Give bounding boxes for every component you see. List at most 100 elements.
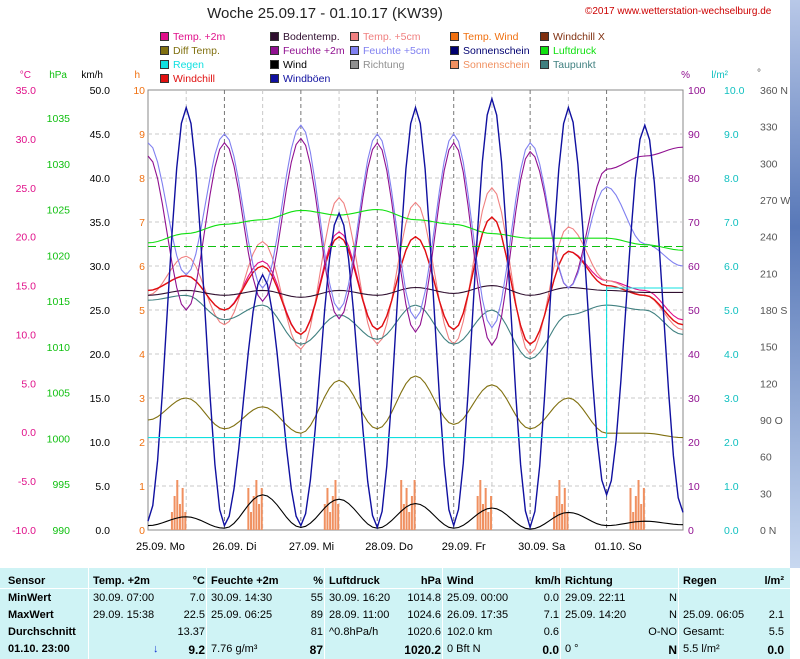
legend-item: Sonnenschein xyxy=(450,58,530,72)
column-unit: % xyxy=(313,575,323,587)
legend-swatch xyxy=(270,74,279,83)
cell-value: 89 xyxy=(310,609,323,621)
legend-swatch xyxy=(450,32,459,41)
lm2-tick: 9.0 xyxy=(724,129,739,141)
legend-label: Bodentemp. xyxy=(283,31,340,43)
legend-label: Temp. +5cm xyxy=(363,31,421,43)
column-header: Luftdruck xyxy=(329,575,380,587)
sunshine-bar xyxy=(326,488,329,530)
pct-tick: 60 xyxy=(688,261,700,273)
sunshine-bar xyxy=(555,496,558,530)
legend-label: Luftdruck xyxy=(553,45,597,57)
cell-value: 1014.8 xyxy=(407,592,441,604)
sunshine-bar xyxy=(490,496,493,530)
legend-swatch xyxy=(270,32,279,41)
sunshine-bar xyxy=(553,512,556,530)
x-tick: 01.10. So xyxy=(595,541,642,553)
lm2-tick: 3.0 xyxy=(724,393,739,405)
sunshine-bar xyxy=(410,496,413,530)
column-unit: km/h xyxy=(535,575,561,587)
h-tick: 4 xyxy=(139,349,145,361)
sunshine-bar xyxy=(170,512,173,530)
sunshine-bar xyxy=(252,496,255,530)
deg-tick: 240 xyxy=(760,232,778,244)
legend-label: Wind xyxy=(283,59,307,71)
sunshine-bar xyxy=(247,488,250,530)
legend-label: Temp. Wind xyxy=(463,31,519,43)
pct-tick: 0 xyxy=(688,525,694,537)
legend-swatch xyxy=(350,32,359,41)
x-tick: 26.09. Di xyxy=(212,541,256,553)
legend-item: Richtung xyxy=(350,58,404,72)
sunshine-bar xyxy=(402,504,405,530)
column-separator xyxy=(442,568,443,659)
hpa-tick: 1005 xyxy=(47,388,71,400)
column-separator xyxy=(560,568,561,659)
hpa-tick: 1010 xyxy=(47,342,71,354)
kmh-tick: 10.0 xyxy=(90,437,111,449)
sunshine-bar xyxy=(408,512,411,530)
pct-tick: 10 xyxy=(688,481,700,493)
sunshine-bar xyxy=(629,488,632,530)
legend-item: Temp. +2m xyxy=(160,30,225,44)
sunshine-bar xyxy=(250,512,253,530)
column-header: Feuchte +2m xyxy=(211,575,279,587)
cell-value: 9.2 xyxy=(188,643,205,657)
sunshine-bar xyxy=(487,512,490,530)
kmh-tick: 5.0 xyxy=(95,481,110,493)
sunshine-bar xyxy=(637,480,640,530)
lm2-tick: 2.0 xyxy=(724,437,739,449)
legend-label: Windchill xyxy=(173,73,216,85)
legend-item: Wind xyxy=(270,58,307,72)
unit-temp: °C xyxy=(20,70,31,81)
sunshine-bar xyxy=(413,480,416,530)
row-separator xyxy=(0,588,790,589)
sunshine-bar xyxy=(558,480,561,530)
deg-tick: 30 xyxy=(760,488,772,500)
cell-value: 0.0 xyxy=(767,643,784,657)
kmh-tick: 40.0 xyxy=(90,173,111,185)
cell-label: ^0.8hPa/h xyxy=(329,626,379,638)
cell-label: 28.09. 11:00 xyxy=(329,609,390,621)
legend-swatch xyxy=(160,46,169,55)
h-tick: 0 xyxy=(139,525,145,537)
legend-swatch xyxy=(160,74,169,83)
cell-value: 1020.6 xyxy=(407,626,441,638)
sunshine-bar xyxy=(634,496,637,530)
h-tick: 9 xyxy=(139,129,145,141)
x-tick: 27.09. Mi xyxy=(289,541,334,553)
legend-swatch xyxy=(160,60,169,69)
cell-label: 29.09. 22:11 xyxy=(565,592,626,604)
legend-item: Feuchte +5cm xyxy=(350,44,430,58)
cell-value: 22.5 xyxy=(183,609,205,621)
pct-tick: 20 xyxy=(688,437,700,449)
sunshine-bar xyxy=(258,504,261,530)
h-tick: 10 xyxy=(133,85,145,97)
summary-table: Sensor Temp. +2m °C Feuchte +2m% Luftdruck hP… xyxy=(0,568,790,659)
chart-title: Woche 25.09.17 - 01.10.17 (KW39) xyxy=(207,5,443,22)
temp-tick: -5.0 xyxy=(18,476,36,488)
legend-label: Richtung xyxy=(363,59,405,71)
legend-item: Windchill X xyxy=(540,30,605,44)
cell-value: 7.0 xyxy=(189,592,205,604)
legend-item: Taupunkt xyxy=(540,58,596,72)
legend-swatch xyxy=(450,60,459,69)
sunshine-bar xyxy=(640,504,643,530)
cell-label: 29.09. 15:38 xyxy=(93,609,155,621)
series-line-taupunkt xyxy=(147,294,684,360)
copyright-link[interactable]: ©2017 www.wetterstation-wechselburg.de xyxy=(585,6,772,17)
sunshine-bar xyxy=(566,512,569,530)
sunshine-bar xyxy=(331,496,334,530)
sunshine-bar xyxy=(405,488,408,530)
hpa-tick: 1030 xyxy=(47,159,71,171)
x-tick: 28.09. Do xyxy=(365,541,413,553)
pct-tick: 100 xyxy=(688,85,706,97)
legend: Temp. +2m Diff Temp. Regen Windchill Bodente… xyxy=(160,30,620,86)
legend-swatch xyxy=(160,32,169,41)
temp-tick: 5.0 xyxy=(21,378,36,390)
cell-value: 7.1 xyxy=(543,609,559,621)
lm2-tick: 0.0 xyxy=(724,525,739,537)
temp-tick: 0.0 xyxy=(21,427,36,439)
legend-label: Windböen xyxy=(283,73,331,85)
sunshine-bar xyxy=(561,504,564,530)
